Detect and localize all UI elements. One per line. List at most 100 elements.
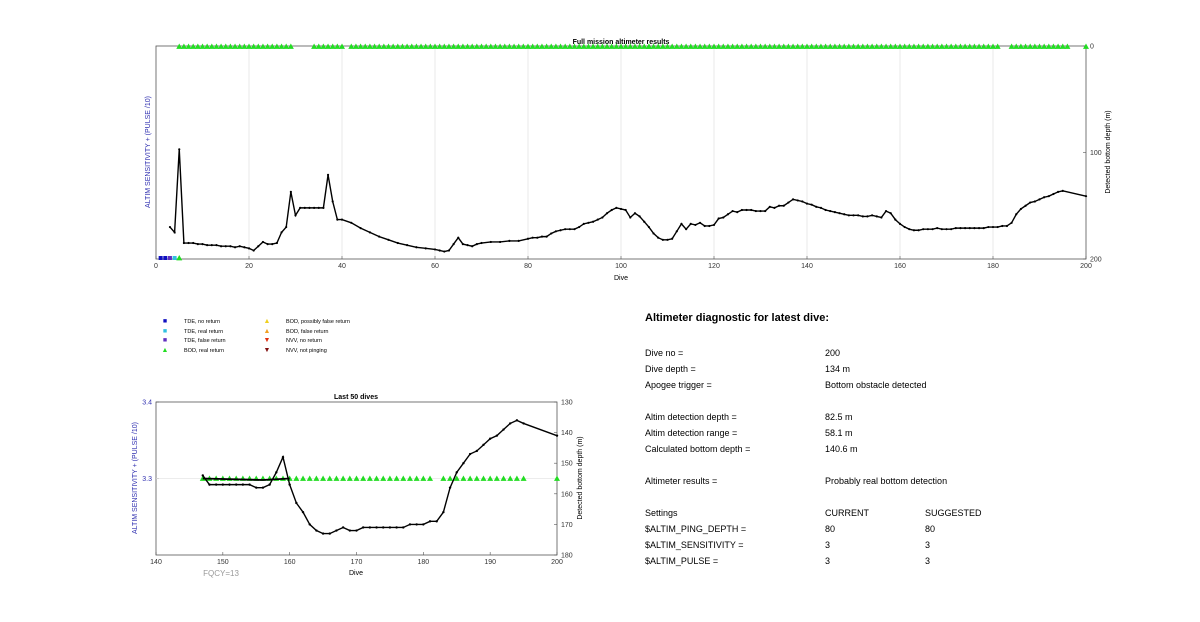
bod-real-return-marker [278, 43, 285, 49]
bod-real-return-marker [232, 43, 239, 49]
bottom-depth-point [415, 523, 418, 526]
bod-real-return-marker [813, 43, 820, 49]
bottom-depth-point [931, 228, 934, 231]
bottom-depth-point [261, 240, 265, 244]
bottom-depth-point [471, 245, 474, 248]
last-50-ytick-right-label: 140 [561, 430, 573, 437]
bod-real-return-marker [1017, 43, 1024, 49]
bod-real-return-marker [645, 43, 652, 49]
full-mission-ytick-label: 200 [1090, 257, 1102, 264]
bottom-depth-point [531, 236, 534, 239]
bod-real-return-marker [447, 475, 454, 481]
legend-item: ▲ BOD, false return [260, 328, 329, 336]
bottom-depth-point [301, 510, 305, 514]
dive-no-value: 200 [825, 348, 841, 358]
bod-real-return-marker [501, 43, 508, 49]
bod-real-return-marker [655, 43, 662, 49]
bottom-depth-point [206, 244, 209, 247]
bottom-depth-point [773, 206, 776, 209]
bottom-depth-point [208, 483, 211, 486]
bod-real-return-marker [934, 43, 941, 49]
bottom-depth-point [395, 526, 398, 529]
bottom-depth-point [977, 227, 981, 230]
bottom-depth-point [187, 241, 190, 245]
bod-real-return-marker [1045, 43, 1052, 49]
bottom-depth-point [843, 213, 846, 216]
bottom-depth-point [448, 486, 452, 489]
bod-real-return-marker [901, 43, 908, 49]
bod-real-return-marker [548, 43, 555, 49]
last-50-xtick-label: 200 [551, 559, 563, 566]
bod-real-return-marker [1031, 43, 1038, 49]
detection-depth-value: 82.5 m [825, 412, 853, 422]
tde-no-return-marker [158, 256, 163, 260]
bottom-depth-point [255, 486, 258, 489]
dive-depth-row: Dive depth = 134 m [645, 364, 1185, 378]
bottom-depth-point [912, 229, 916, 232]
bottom-depth-point [671, 237, 674, 240]
bod-real-return-marker [799, 43, 806, 49]
full-mission-xtick-label: 180 [987, 263, 999, 270]
bod-real-return-marker [738, 43, 745, 49]
full-mission-series [168, 148, 1088, 253]
bod-real-return-marker [920, 43, 927, 49]
bod-real-return-marker [334, 43, 341, 49]
bod-real-return-marker [190, 43, 197, 49]
bottom-depth-point [1084, 195, 1088, 198]
bottom-depth-point [880, 216, 883, 219]
bottom-depth-point [717, 217, 720, 220]
bod-real-return-marker [771, 43, 778, 49]
last-50-ylabel-right: Detected bottom depth (m) [577, 436, 584, 519]
bod-real-return-marker [380, 43, 387, 49]
bottom-depth-point [192, 241, 195, 245]
bod-real-return-marker [208, 43, 215, 49]
bottom-depth-point [926, 228, 930, 231]
bod-real-return-marker [399, 43, 406, 49]
bottom-depth-point [894, 218, 897, 221]
bottom-depth-point [1005, 224, 1009, 228]
bottom-depth-point [331, 200, 334, 203]
bod-real-return-marker [804, 43, 810, 49]
bod-real-return-marker [326, 475, 333, 481]
full-mission-ylabel-left: ALTIM SENSITIVITY + (PULSE /10) [145, 96, 152, 208]
legend-label: NVV, no return [286, 338, 322, 344]
bod-real-return-marker [580, 43, 587, 49]
bod-real-return-marker [604, 43, 611, 49]
bottom-depth-point [731, 209, 734, 213]
bod-real-return-marker [513, 475, 520, 481]
bottom-depth-point [564, 228, 567, 231]
bottom-depth-point [750, 208, 753, 212]
bottom-depth-point [261, 486, 265, 489]
bod-real-return-marker [1022, 43, 1029, 49]
bottom-depth-point [415, 246, 418, 249]
bottom-depth-point [288, 483, 291, 486]
bottom-depth-point [238, 245, 241, 248]
bottom-depth-point [852, 214, 855, 217]
bottom-depth-point [601, 216, 604, 219]
bod-real-return-marker [418, 43, 425, 49]
bottom-depth-point [1033, 200, 1036, 203]
dive-no-label: Dive no = [645, 348, 684, 358]
bod-real-return-marker [780, 43, 787, 49]
apogee-value: Bottom obstacle detected [825, 380, 927, 390]
bottom-depth-point [782, 204, 785, 207]
calculated-depth-row: Calculated bottom depth = 140.6 m [645, 444, 1185, 458]
bottom-depth-point [550, 232, 553, 235]
legend-item: ▼ NVV, no return [260, 337, 322, 345]
bod-real-return-marker [506, 43, 513, 49]
bod-real-return-marker [1083, 43, 1089, 49]
ping-depth-suggested: 80 [925, 524, 936, 534]
bottom-depth-point [275, 241, 278, 245]
bottom-depth-point [703, 224, 706, 228]
bod-real-return-marker [313, 475, 320, 481]
full-mission-xtick-label: 20 [245, 263, 253, 270]
last-50-ylabel-left: ALTIM SENSITIVITY + (PULSE /10) [132, 422, 139, 534]
bod-real-return-marker [859, 43, 866, 49]
bottom-depth-point [624, 208, 627, 212]
bottom-depth-point [1010, 221, 1013, 224]
bottom-depth-point [475, 242, 478, 246]
bod-real-return-marker [883, 43, 890, 49]
bottom-depth-point [210, 244, 213, 247]
bottom-depth-point [861, 215, 864, 218]
bottom-depth-point [361, 526, 365, 529]
